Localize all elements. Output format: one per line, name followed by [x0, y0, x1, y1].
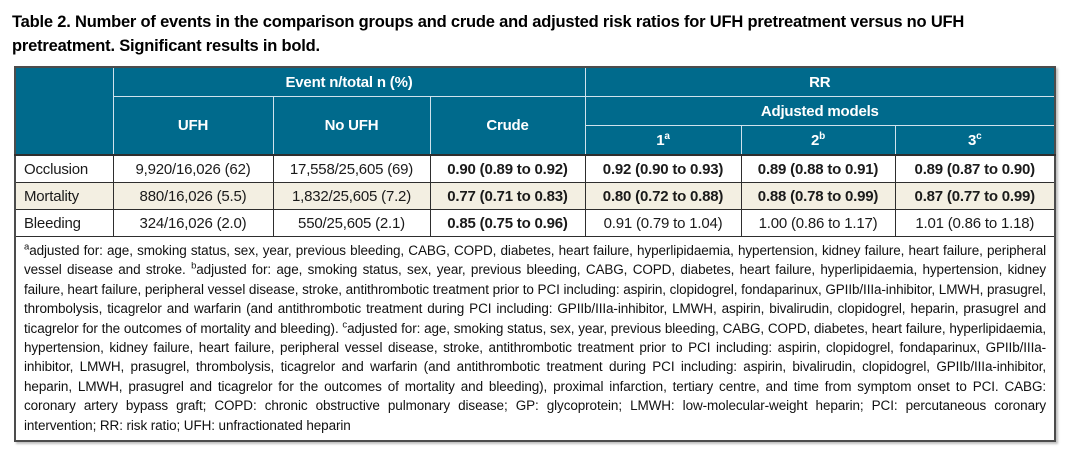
group-header-rr: RR	[584, 66, 1056, 97]
cell-occlusion-model1: 0.92 (0.90 to 0.93)	[584, 154, 742, 183]
col-header-ufh: UFH	[112, 96, 274, 156]
footnote-superscript-c: c	[342, 319, 348, 331]
model-2-superscript: b	[819, 130, 826, 142]
cell-mortality-model1: 0.80 (0.72 to 0.88)	[584, 182, 742, 210]
col-header-model-1: 1a	[584, 125, 742, 156]
footnote-segment-c: adjusted for: age, smoking status, sex, …	[24, 320, 1047, 433]
footnote-segment-b: adjusted for: age, smoking status, sex, …	[24, 262, 1047, 336]
model-2-label: 2	[810, 131, 820, 149]
model-1-label: 1	[656, 131, 665, 149]
cell-bleeding-ufh: 324/16,026 (2.0)	[112, 209, 274, 237]
col-header-adjusted-models: Adjusted models	[584, 96, 1056, 126]
cell-mortality-model3: 0.87 (0.77 to 0.99)	[894, 182, 1056, 210]
model-3-superscript: c	[976, 130, 982, 142]
corner-cell	[14, 66, 114, 156]
table-row-occlusion: Occlusion 9,920/16,026 (62) 17,558/25,60…	[14, 154, 1056, 183]
cell-bleeding-model2: 1.00 (0.86 to 1.17)	[740, 209, 896, 237]
cell-occlusion-crude: 0.90 (0.89 to 0.92)	[429, 154, 586, 183]
table-row-bleeding: Bleeding 324/16,026 (2.0) 550/25,605 (2.…	[14, 209, 1056, 237]
header-row-columns: UFH No UFH Crude Adjusted models	[15, 96, 1056, 156]
cell-mortality-crude: 0.77 (0.71 to 0.83)	[429, 182, 586, 210]
cell-bleeding-model1: 0.91 (0.79 to 1.04)	[584, 209, 742, 237]
footnote-text: aadjusted for: age, smoking status, sex,…	[14, 236, 1056, 442]
header-row-models: 1a 2b 3c	[15, 125, 1056, 156]
cell-occlusion-model2: 0.89 (0.88 to 0.91)	[740, 154, 896, 183]
footnote-segment-a: adjusted for: age, smoking status, sex, …	[24, 243, 1047, 278]
header-row-groups: Event n/total n (%) RR	[14, 66, 1056, 156]
table-header: Event n/total n (%) RR UFH No UFH Crude …	[14, 66, 1056, 156]
cell-bleeding-crude: 0.85 (0.75 to 0.96)	[429, 209, 586, 237]
cell-occlusion-model3: 0.89 (0.87 to 0.90)	[894, 154, 1056, 183]
row-label-occlusion: Occlusion	[14, 154, 114, 183]
cell-occlusion-ufh: 9,920/16,026 (62)	[112, 154, 274, 183]
row-label-mortality: Mortality	[14, 182, 114, 210]
footnote-superscript-b: b	[191, 260, 197, 272]
cell-occlusion-no-ufh: 17,558/25,605 (69)	[272, 154, 431, 183]
risk-ratio-table: Event n/total n (%) RR UFH No UFH Crude …	[14, 66, 1057, 443]
table-caption: Table 2. Number of events in the compari…	[12, 13, 965, 55]
row-label-bleeding: Bleeding	[14, 209, 114, 237]
model-1-superscript: a	[664, 130, 670, 142]
col-header-no-ufh: No UFH	[272, 96, 431, 156]
footnote-row: aadjusted for: age, smoking status, sex,…	[14, 236, 1056, 442]
footnote-superscript-a: a	[24, 241, 30, 253]
table-footnote: aadjusted for: age, smoking status, sex,…	[14, 236, 1056, 442]
cell-mortality-model2: 0.88 (0.78 to 0.99)	[740, 182, 896, 210]
group-header-event: Event n/total n (%)	[112, 66, 586, 97]
model-3-label: 3	[968, 131, 977, 149]
cell-bleeding-model3: 1.01 (0.86 to 1.18)	[894, 209, 1056, 237]
table-row-mortality: Mortality 880/16,026 (5.5) 1,832/25,605 …	[14, 182, 1056, 210]
cell-mortality-no-ufh: 1,832/25,605 (7.2)	[272, 182, 431, 210]
col-header-model-2: 2b	[740, 125, 896, 156]
col-header-crude: Crude	[429, 96, 586, 156]
cell-bleeding-no-ufh: 550/25,605 (2.1)	[272, 209, 431, 237]
col-header-model-3: 3c	[894, 125, 1056, 156]
table-body: Occlusion 9,920/16,026 (62) 17,558/25,60…	[14, 154, 1056, 237]
cell-mortality-ufh: 880/16,026 (5.5)	[112, 182, 274, 210]
